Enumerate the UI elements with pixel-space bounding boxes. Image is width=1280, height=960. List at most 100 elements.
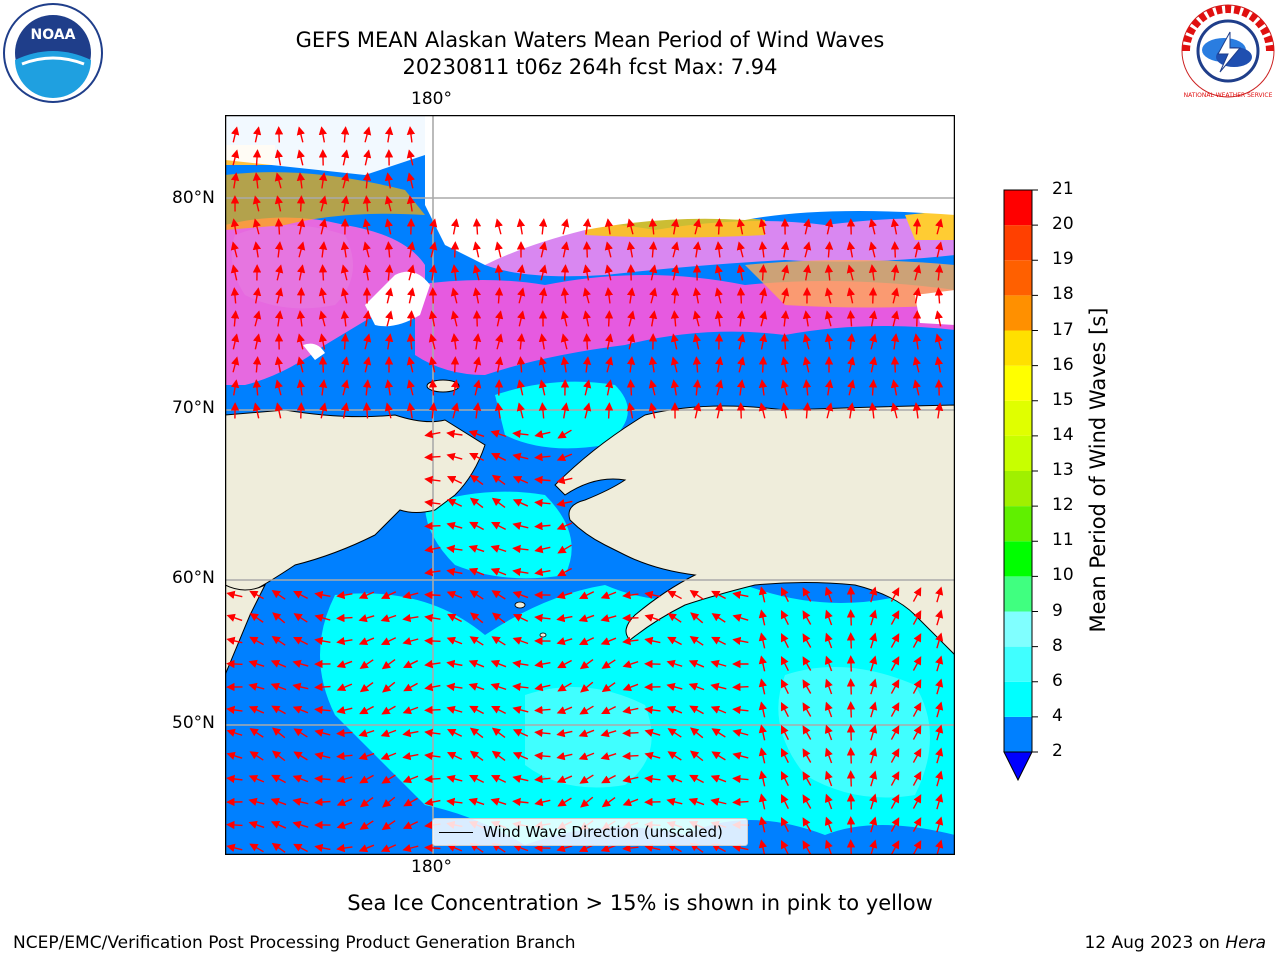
wind-wave-arrow: [626, 241, 636, 258]
wind-wave-arrow: [582, 310, 592, 327]
wind-wave-arrow: [781, 748, 789, 764]
wind-wave-arrow: [319, 402, 328, 419]
wind-wave-arrow: [758, 356, 768, 373]
wind-wave-arrow: [538, 333, 548, 350]
wind-wave-arrow: [336, 751, 353, 761]
colorbar-tick-label: 18: [1052, 284, 1074, 305]
wind-wave-arrow: [732, 590, 749, 600]
wind-wave-arrow: [424, 659, 441, 669]
wind-wave-arrow: [560, 264, 570, 281]
colorbar-tick-label: 11: [1052, 530, 1074, 551]
noaa-logo: NOAA: [3, 3, 103, 103]
colorbar-tick-label: 16: [1052, 354, 1074, 375]
wind-wave-arrow: [358, 844, 375, 853]
colorbar-segment: [1004, 190, 1032, 226]
wind-wave-arrow: [358, 729, 375, 738]
wind-wave-arrow: [781, 840, 789, 855]
wind-wave-arrow: [450, 310, 459, 327]
wind-wave-arrow: [226, 659, 243, 669]
wind-wave-arrow: [890, 771, 900, 786]
wind-wave-arrow: [912, 356, 921, 373]
wind-wave-arrow: [758, 701, 767, 718]
wind-wave-arrow: [226, 820, 243, 830]
wind-wave-arrow: [868, 356, 878, 373]
wind-wave-arrow: [469, 521, 484, 531]
wind-wave-arrow: [252, 126, 262, 143]
wind-wave-arrow: [560, 310, 569, 327]
wind-wave-arrow: [644, 843, 661, 852]
wind-wave-arrow: [557, 659, 572, 669]
wind-wave-arrow: [869, 333, 878, 350]
wind-wave-arrow: [249, 728, 264, 738]
wind-wave-arrow: [890, 218, 900, 235]
wind-wave-arrow: [468, 429, 485, 438]
wind-wave-arrow: [648, 241, 658, 258]
wind-wave-arrow: [758, 241, 768, 258]
wind-wave-arrow: [890, 656, 900, 671]
wind-wave-arrow: [296, 264, 306, 281]
wind-wave-arrow: [644, 774, 661, 784]
wind-wave-arrow: [912, 679, 922, 694]
wind-wave-arrow: [556, 591, 573, 600]
wind-wave-arrow: [781, 794, 789, 810]
wind-wave-arrow: [472, 264, 481, 281]
wind-wave-arrow: [714, 241, 724, 258]
wind-wave-arrow: [293, 843, 308, 853]
wind-wave-arrow: [780, 310, 790, 327]
wind-wave-arrow: [846, 701, 856, 718]
wind-wave-arrow: [824, 839, 833, 855]
colorbar-tick-label: 17: [1052, 319, 1074, 340]
colorbar-segment: [1004, 681, 1032, 717]
wind-wave-arrow: [406, 195, 416, 212]
wind-wave-arrow: [358, 614, 375, 623]
wind-wave-arrow: [359, 659, 374, 669]
wind-wave-arrow: [935, 770, 944, 787]
wind-wave-arrow: [362, 218, 371, 235]
wind-wave-arrow: [604, 287, 614, 304]
wind-wave-arrow: [450, 379, 460, 396]
wind-wave-arrow: [869, 701, 878, 718]
wind-wave-arrow: [403, 660, 419, 668]
wind-wave-arrow: [534, 498, 551, 508]
wind-wave-arrow: [802, 402, 812, 419]
wind-wave-arrow: [534, 705, 551, 715]
wind-wave-arrow: [512, 452, 529, 461]
wind-wave-arrow: [362, 241, 371, 258]
wind-wave-arrow: [715, 379, 724, 396]
wind-wave-arrow: [648, 379, 657, 396]
wind-wave-arrow: [447, 729, 463, 737]
wind-wave-arrow: [318, 356, 328, 373]
wind-wave-arrow: [582, 287, 591, 304]
wind-wave-arrow: [226, 751, 243, 760]
wind-wave-arrow: [469, 775, 485, 783]
wind-wave-arrow: [428, 379, 438, 396]
wind-wave-arrow: [450, 287, 459, 304]
wind-wave-arrow: [490, 544, 507, 553]
wind-wave-arrow: [293, 613, 308, 623]
wind-wave-arrow: [359, 774, 374, 784]
wind-wave-arrow: [314, 774, 331, 784]
wind-wave-arrow: [601, 682, 616, 693]
wind-wave-arrow: [935, 586, 944, 603]
wind-wave-arrow: [890, 794, 900, 809]
wind-wave-arrow: [689, 636, 704, 646]
wind-wave-arrow: [271, 705, 286, 715]
wind-wave-arrow: [868, 218, 877, 235]
wind-wave-arrow: [912, 333, 922, 350]
wind-wave-arrow: [380, 614, 397, 623]
wind-wave-arrow: [688, 797, 705, 806]
wind-wave-arrow: [560, 287, 570, 304]
wind-wave-arrow: [424, 774, 441, 784]
wind-wave-arrow: [737, 356, 746, 373]
noaa-logo-text: NOAA: [31, 27, 76, 43]
wind-wave-arrow: [274, 402, 283, 419]
wind-wave-arrow: [424, 590, 441, 600]
wind-wave-arrow: [274, 310, 284, 327]
wind-wave-arrow: [622, 751, 639, 761]
wind-wave-arrow: [249, 843, 264, 853]
lat-label-80: 80°N: [172, 188, 215, 208]
wind-wave-arrow: [270, 659, 287, 668]
wind-wave-arrow: [512, 705, 529, 714]
colorbar-segment: [1004, 541, 1032, 577]
colorbar-tick-label: 12: [1052, 495, 1074, 516]
